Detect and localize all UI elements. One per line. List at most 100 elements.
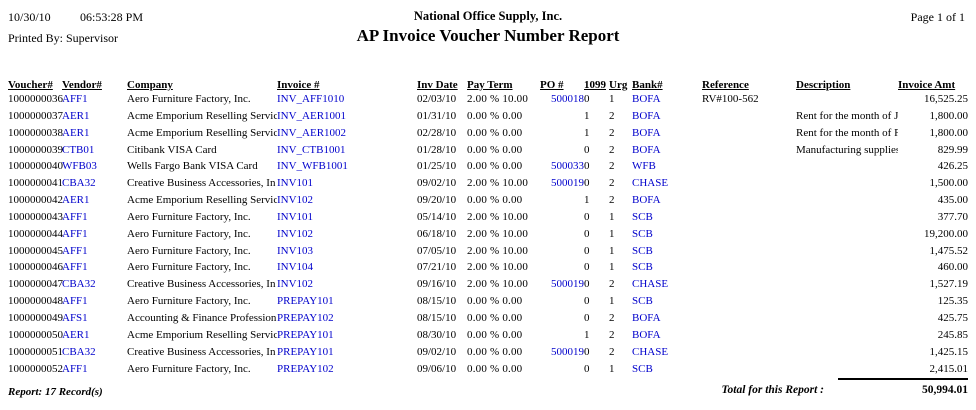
cell-description xyxy=(796,259,898,276)
cell-bank[interactable]: BOFA xyxy=(632,109,661,122)
table-row: 1000000038 AER1 Acme Emporium Reselling Se… xyxy=(8,125,968,142)
cell-invoice[interactable]: INV104 xyxy=(277,261,314,274)
cell-reference xyxy=(702,243,796,260)
table-row: 1000000043 AFF1 Aero Furniture Factory, In… xyxy=(8,209,968,226)
cell-company: Aero Furniture Factory, Inc. xyxy=(127,362,251,375)
cell-invoice[interactable]: INV_WFB1001 xyxy=(277,160,348,173)
report-title: AP Invoice Voucher Number Report xyxy=(356,26,620,45)
cell-urg: 1 xyxy=(609,261,615,274)
cell-inv_date: 07/21/10 xyxy=(417,261,457,274)
cell-voucher: 1000000043 xyxy=(8,210,63,223)
cell-description: Rent for the month of F xyxy=(796,126,898,139)
cell-invoice[interactable]: INV101 xyxy=(277,210,314,223)
cell-invoice[interactable]: INV_CTB1001 xyxy=(277,143,346,156)
cell-invoice[interactable]: INV103 xyxy=(277,244,314,257)
cell-vendor[interactable]: AFF1 xyxy=(62,261,88,274)
cell-vendor[interactable]: AER1 xyxy=(62,194,90,207)
cell-vendor[interactable]: AFF1 xyxy=(62,295,88,308)
cell-vendor[interactable]: WFB03 xyxy=(62,160,97,173)
cell-bank[interactable]: BOFA xyxy=(632,143,661,156)
cell-invoice[interactable]: INV102 xyxy=(277,278,314,291)
cell-invoice[interactable]: PREPAY102 xyxy=(277,311,334,324)
cell-bank[interactable]: CHASE xyxy=(632,177,669,190)
cell-po[interactable]: 500019 xyxy=(551,278,584,291)
cell-bank[interactable]: BOFA xyxy=(632,311,661,324)
cell-voucher: 1000000051 xyxy=(8,345,63,358)
cell-urg: 2 xyxy=(609,278,615,291)
cell-bank[interactable]: SCB xyxy=(632,261,653,274)
column-header-f1099: 1099 xyxy=(584,79,606,91)
cell-invoice[interactable]: PREPAY101 xyxy=(277,345,334,358)
column-header-pay_term: Pay Term xyxy=(467,79,513,91)
cell-bank[interactable]: WFB xyxy=(632,160,656,173)
cell-vendor[interactable]: AFF1 xyxy=(62,227,88,240)
cell-bank[interactable]: BOFA xyxy=(632,328,661,341)
column-header-company: Company xyxy=(127,79,173,91)
cell-invoice[interactable]: INV_AFF1010 xyxy=(277,93,345,105)
cell-amount: 1,800.00 xyxy=(929,109,969,122)
cell-vendor[interactable]: CTB01 xyxy=(62,143,95,156)
cell-f1099: 1 xyxy=(584,194,590,207)
table-row: 1000000045 AFF1 Aero Furniture Factory, In… xyxy=(8,243,968,260)
cell-invoice[interactable]: PREPAY101 xyxy=(277,295,334,308)
cell-invoice[interactable]: INV_AER1001 xyxy=(277,109,347,122)
cell-bank[interactable]: SCB xyxy=(632,244,653,257)
cell-company: Acme Emporium Reselling Servic xyxy=(127,328,277,341)
cell-f1099: 0 xyxy=(584,177,590,190)
cell-inv_date: 08/30/10 xyxy=(417,328,457,341)
cell-po[interactable]: 500019 xyxy=(551,345,584,358)
cell-reference xyxy=(702,327,796,344)
column-header-vendor: Vendor# xyxy=(62,79,102,91)
cell-vendor[interactable]: CBA32 xyxy=(62,177,96,190)
cell-po[interactable]: 500018 xyxy=(551,93,584,105)
cell-vendor[interactable]: AER1 xyxy=(62,126,90,139)
cell-bank[interactable]: BOFA xyxy=(632,93,661,105)
cell-bank[interactable]: CHASE xyxy=(632,278,669,291)
table-row: 1000000044 AFF1 Aero Furniture Factory, In… xyxy=(8,226,968,243)
cell-vendor[interactable]: AFF1 xyxy=(62,93,88,105)
cell-invoice[interactable]: PREPAY101 xyxy=(277,328,334,341)
cell-urg: 1 xyxy=(609,227,615,240)
cell-pay_term: 0.00 % 0.00 xyxy=(467,295,523,308)
cell-invoice[interactable]: INV_AER1002 xyxy=(277,126,347,139)
cell-invoice[interactable]: INV101 xyxy=(277,177,314,190)
cell-vendor[interactable]: AFS1 xyxy=(62,311,88,324)
cell-vendor[interactable]: AFF1 xyxy=(62,362,88,375)
cell-invoice[interactable]: INV102 xyxy=(277,194,314,207)
cell-vendor[interactable]: AER1 xyxy=(62,328,90,341)
table-row: 1000000036 AFF1 Aero Furniture Factory, In… xyxy=(8,91,968,108)
cell-bank[interactable]: SCB xyxy=(632,295,653,308)
cell-bank[interactable]: SCB xyxy=(632,210,653,223)
table-row: 1000000039 CTB01 Citibank VISA Card INV_CTB… xyxy=(8,142,968,159)
cell-vendor[interactable]: AFF1 xyxy=(62,210,88,223)
cell-description xyxy=(796,175,898,192)
cell-reference xyxy=(702,142,796,159)
cell-bank[interactable]: CHASE xyxy=(632,345,669,358)
cell-bank[interactable]: BOFA xyxy=(632,194,661,207)
cell-invoice[interactable]: PREPAY102 xyxy=(277,362,334,375)
cell-po xyxy=(540,192,584,209)
cell-f1099: 0 xyxy=(584,227,590,240)
cell-company: Accounting & Finance Profession xyxy=(127,311,277,324)
cell-po[interactable]: 500033 xyxy=(551,160,584,173)
cell-vendor[interactable]: CBA32 xyxy=(62,345,96,358)
cell-reference xyxy=(702,276,796,293)
cell-description xyxy=(796,209,898,226)
cell-reference: RV#100-562 xyxy=(702,93,759,105)
cell-vendor[interactable]: AER1 xyxy=(62,109,90,122)
cell-vendor[interactable]: AFF1 xyxy=(62,244,88,257)
cell-po[interactable]: 500019 xyxy=(551,177,584,190)
cell-invoice[interactable]: INV102 xyxy=(277,227,314,240)
cell-inv_date: 09/16/10 xyxy=(417,278,457,291)
cell-amount: 460.00 xyxy=(937,261,968,274)
cell-bank[interactable]: BOFA xyxy=(632,126,661,139)
cell-vendor[interactable]: CBA32 xyxy=(62,278,96,291)
cell-bank[interactable]: SCB xyxy=(632,362,653,375)
cell-bank[interactable]: SCB xyxy=(632,227,653,240)
cell-voucher: 1000000042 xyxy=(8,194,63,207)
cell-company: Aero Furniture Factory, Inc. xyxy=(127,210,251,223)
cell-urg: 2 xyxy=(609,160,615,173)
company-name: National Office Supply, Inc. xyxy=(413,9,563,23)
cell-amount: 1,800.00 xyxy=(929,126,969,139)
